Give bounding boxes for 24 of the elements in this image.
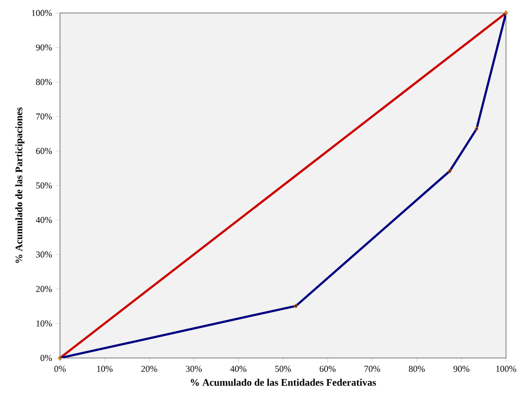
x-tick-label: 20% bbox=[141, 366, 158, 372]
y-tick-label: 70% bbox=[36, 113, 52, 120]
x-tick-label: 100% bbox=[496, 366, 516, 372]
y-tick-label: 30% bbox=[36, 251, 52, 258]
y-tick-label: 20% bbox=[36, 286, 52, 292]
x-tick-label: 40% bbox=[230, 366, 246, 372]
y-axis-title: % Acumulado de las Participaciones bbox=[15, 107, 24, 263]
x-tick-label: 0% bbox=[54, 366, 66, 372]
y-tick-label: 80% bbox=[36, 78, 52, 86]
x-tick-label: 50% bbox=[275, 366, 291, 372]
x-tick-label: 80% bbox=[408, 366, 425, 372]
y-tick-label: 90% bbox=[36, 44, 52, 51]
x-tick-label: 30% bbox=[186, 366, 202, 372]
x-tick-label: 90% bbox=[453, 366, 470, 372]
y-tick-label: 50% bbox=[36, 182, 52, 189]
y-tick-label: 60% bbox=[36, 148, 52, 154]
y-tick-label: 0% bbox=[40, 354, 52, 362]
x-axis-title: % Acumulado de las Entidades Federativas bbox=[190, 378, 376, 386]
y-tick-label: 40% bbox=[36, 216, 52, 224]
y-tick-label: 100% bbox=[32, 10, 52, 16]
x-tick-label: 10% bbox=[97, 366, 113, 372]
x-tick-label: 70% bbox=[364, 366, 380, 372]
y-tick-label: 10% bbox=[36, 320, 52, 327]
x-tick-label: 60% bbox=[320, 366, 336, 372]
